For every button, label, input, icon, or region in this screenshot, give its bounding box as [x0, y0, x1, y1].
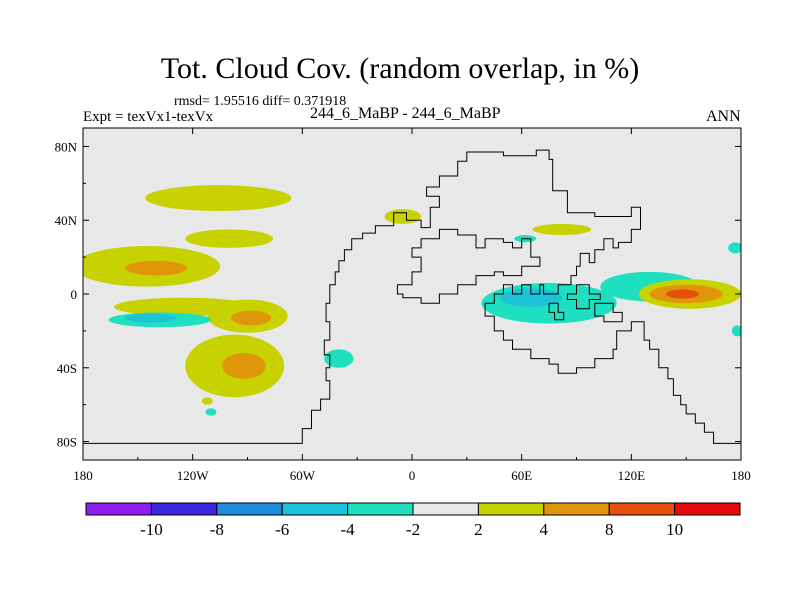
chart-title: Tot. Cloud Cov. (random overlap, in %): [160, 52, 640, 85]
colorbar-label: -4: [341, 520, 356, 539]
x-tick-label: 180: [731, 468, 751, 483]
contour-region: [185, 229, 274, 248]
colorbar-swatch: [477, 502, 545, 516]
land-outlines: [83, 149, 741, 444]
contour-region: [231, 310, 272, 326]
case-label: 244_6_MaBP - 244_6_MaBP: [310, 105, 501, 122]
colorbar-label: -6: [275, 520, 289, 539]
coastline: [594, 302, 623, 323]
x-tick-label: 60W: [290, 468, 316, 483]
x-tick-label: 60E: [511, 468, 532, 483]
colorbar-swatch: [85, 502, 152, 516]
colorbar-swatch: [543, 502, 610, 516]
y-tick-label: 40N: [55, 213, 78, 228]
contour-region: [145, 185, 292, 211]
colorbar-swatch: [412, 502, 479, 516]
contour-region: [666, 289, 699, 299]
contour-region: [125, 260, 188, 276]
colorbar-swatch: [281, 502, 349, 516]
colorbar-label: 8: [605, 520, 614, 539]
contour-fills: [83, 185, 741, 416]
contour-region: [731, 325, 741, 337]
colorbar-swatch: [608, 502, 676, 516]
colorbar-swatch: [347, 502, 414, 516]
colorbar-swatch: [216, 502, 283, 516]
coastline: [83, 149, 741, 444]
y-tick-label: 80S: [57, 435, 77, 450]
colorbar-label: 2: [474, 520, 483, 539]
x-tick-label: 0: [409, 468, 416, 483]
contour-region: [728, 242, 741, 254]
x-tick-label: 180: [73, 468, 93, 483]
contour-region: [205, 408, 217, 416]
colorbar-label: 4: [540, 520, 549, 539]
contour-region: [384, 209, 422, 224]
x-tick-label: 120W: [177, 468, 210, 483]
coastline: [566, 284, 601, 310]
contour-region: [125, 313, 177, 323]
contour-region: [532, 223, 592, 235]
colorbar-label: -2: [406, 520, 420, 539]
stats-label: rmsd= 1.95516 diff= 0.371918: [174, 94, 347, 109]
contour-region: [201, 397, 213, 405]
colorbar-swatch: [150, 502, 218, 516]
colorbar-swatch: [674, 502, 741, 516]
contour-region: [324, 349, 354, 368]
y-tick-label: 80N: [55, 139, 78, 154]
contour-region: [499, 288, 562, 307]
coastline: [396, 228, 541, 304]
experiment-label: Expt = texVx1-texVx: [83, 109, 214, 125]
contour-region: [221, 353, 266, 379]
coastline: [548, 302, 565, 321]
y-tick-label: 0: [71, 287, 78, 302]
x-tick-label: 120E: [618, 468, 646, 483]
colorbar-label: -8: [210, 520, 224, 539]
y-tick-label: 40S: [57, 361, 77, 376]
colorbar-label: 10: [666, 520, 683, 539]
season-label: ANN: [706, 108, 741, 125]
colorbar-label: -10: [140, 520, 163, 539]
